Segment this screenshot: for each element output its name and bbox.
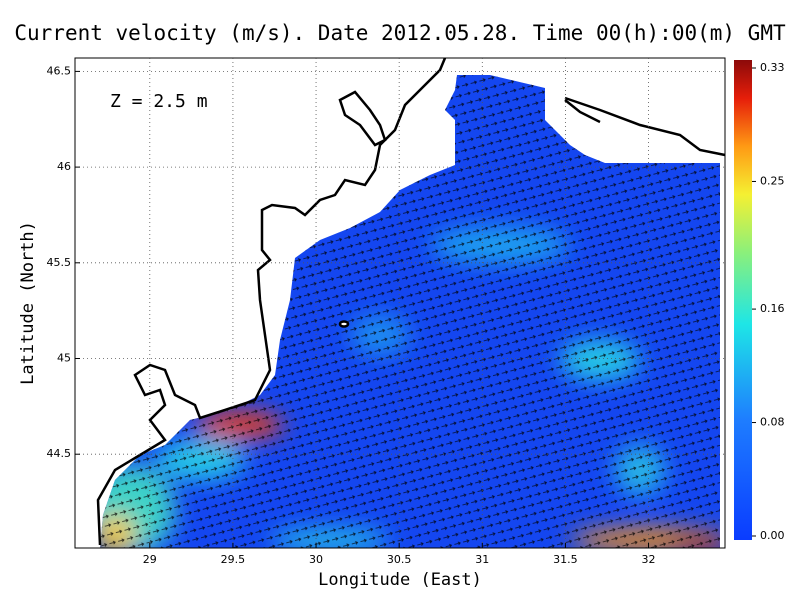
chart-title: Current velocity (m/s). Date 2012.05.28.… xyxy=(14,21,786,45)
y-tick-label: 46 xyxy=(57,160,71,173)
x-tick-label: 31 xyxy=(475,553,489,566)
x-tick-label: 32 xyxy=(642,553,656,566)
coastline xyxy=(96,57,726,546)
y-tick-label: 45.5 xyxy=(47,256,72,269)
x-axis-label: Longitude (East) xyxy=(318,570,482,590)
colorbar xyxy=(734,60,752,540)
x-tick-label: 31.5 xyxy=(553,553,578,566)
colorbar-tick-label: 0.00 xyxy=(760,529,785,542)
colorbar-tick-label: 0.08 xyxy=(760,416,785,429)
y-axis-label: Latitude (North) xyxy=(18,221,38,385)
depth-label: Z = 2.5 m xyxy=(110,91,208,112)
colorbar-tick-label: 0.16 xyxy=(760,302,785,315)
x-tick-label: 30 xyxy=(309,553,323,566)
x-tick-label: 30.5 xyxy=(387,553,412,566)
x-tick-label: 29 xyxy=(143,553,157,566)
plot-frame xyxy=(74,57,726,549)
colorbar-tick-label: 0.33 xyxy=(760,61,785,74)
y-tick-label: 45 xyxy=(57,352,71,365)
velocity-field xyxy=(100,75,720,548)
y-tick-label: 46.5 xyxy=(47,64,72,77)
y-tick-label: 44.5 xyxy=(47,447,72,460)
x-tick-label: 29.5 xyxy=(221,553,246,566)
colorbar-tick-label: 0.25 xyxy=(760,174,785,187)
